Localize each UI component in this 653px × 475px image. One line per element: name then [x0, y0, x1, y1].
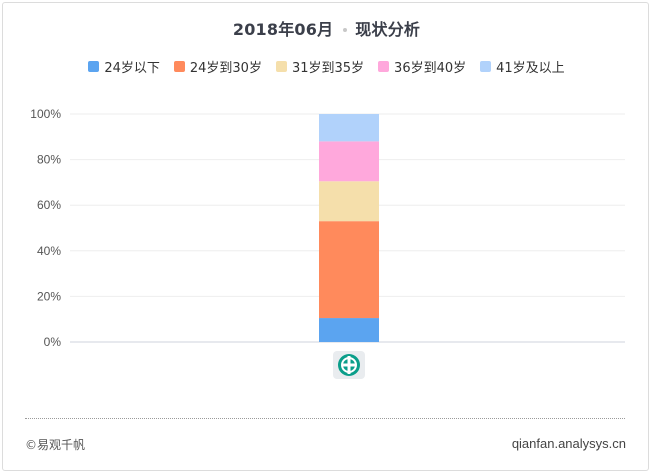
chart-legend: 24岁以下 24岁到30岁 31岁到35岁 36岁到40岁 41岁及以上	[0, 57, 653, 76]
y-tick-label: 100%	[30, 107, 61, 121]
legend-item[interactable]: 24岁到30岁	[173, 57, 262, 76]
legend-item[interactable]: 41岁及以上	[480, 57, 565, 76]
y-tick-label: 20%	[37, 289, 61, 303]
legend-swatch	[88, 61, 100, 72]
y-tick-label: 40%	[37, 244, 61, 258]
footer-divider	[25, 418, 625, 419]
chart-title: 2018年06月 现状分析	[0, 16, 653, 40]
chart-title-date: 2018年06月	[232, 20, 334, 39]
legend-swatch	[480, 61, 492, 72]
y-tick-label: 0%	[44, 335, 62, 349]
y-tick-label: 80%	[37, 153, 61, 167]
chart-subtitle: 现状分析	[355, 20, 421, 39]
title-separator-dot	[343, 27, 348, 32]
bank-logo-icon	[333, 351, 365, 379]
legend-swatch	[275, 61, 287, 72]
legend-swatch	[378, 61, 390, 72]
bar-segment	[319, 114, 379, 142]
y-tick-label: 60%	[37, 198, 61, 212]
legend-label: 36岁到40岁	[394, 61, 467, 76]
footer-source: ©易观千帆	[25, 438, 86, 452]
legend-swatch	[173, 61, 185, 72]
legend-label: 31岁到35岁	[291, 61, 365, 76]
legend-label: 41岁及以上	[496, 61, 565, 76]
legend-item[interactable]: 31岁到35岁	[275, 57, 365, 76]
bar-segment	[319, 181, 379, 222]
legend-label: 24岁到30岁	[189, 61, 262, 76]
legend-item[interactable]: 24岁以下	[88, 57, 160, 76]
bar-segment	[319, 318, 379, 342]
legend-label: 24岁以下	[104, 61, 160, 76]
footer-site: qianfan.analysys.cn	[511, 436, 626, 451]
legend-item[interactable]: 36岁到40岁	[378, 57, 466, 76]
bar-segment	[319, 141, 379, 182]
bar-segment	[319, 221, 379, 319]
